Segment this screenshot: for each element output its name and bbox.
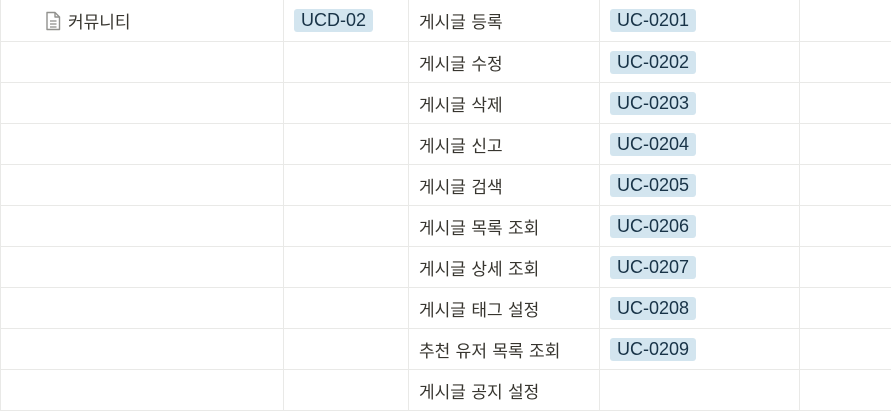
- row-left-border: [0, 165, 3, 205]
- function-cell[interactable]: 게시글 공지 설정: [409, 370, 600, 410]
- function-label: 게시글 신고: [419, 136, 503, 157]
- ucd-cell[interactable]: [284, 124, 409, 164]
- uc-tag: UC-0201: [610, 9, 697, 32]
- uc-cell[interactable]: UC-0206: [600, 206, 800, 246]
- empty-cell[interactable]: [800, 165, 891, 205]
- function-label: 게시글 삭제: [419, 95, 503, 116]
- function-label: 게시글 목록 조회: [419, 218, 540, 239]
- function-label: 게시글 태그 설정: [419, 300, 540, 321]
- ucd-cell[interactable]: [284, 42, 409, 82]
- uc-tag: UC-0204: [610, 132, 697, 156]
- function-cell[interactable]: 게시글 태그 설정: [409, 288, 600, 328]
- uc-tag: UC-0207: [610, 255, 697, 279]
- document-icon: [44, 11, 62, 31]
- row-left-border: [0, 0, 3, 41]
- empty-cell[interactable]: [800, 206, 891, 246]
- name-cell[interactable]: [0, 370, 284, 410]
- function-cell[interactable]: 게시글 신고: [409, 124, 600, 164]
- name-cell[interactable]: [0, 247, 284, 287]
- function-cell[interactable]: 게시글 검색: [409, 165, 600, 205]
- empty-cell[interactable]: [800, 329, 891, 369]
- row-left-border: [0, 247, 3, 287]
- name-cell[interactable]: [0, 83, 284, 123]
- uc-tag: UC-0208: [610, 296, 697, 320]
- ucd-tag: UCD-02: [294, 9, 374, 32]
- name-cell[interactable]: [0, 124, 284, 164]
- function-label: 게시글 공지 설정: [419, 382, 540, 403]
- function-cell[interactable]: 게시글 삭제: [409, 83, 600, 123]
- row-left-border: [0, 83, 3, 123]
- name-cell[interactable]: [0, 42, 284, 82]
- function-cell[interactable]: 추천 유저 목록 조회: [409, 329, 600, 369]
- name-cell[interactable]: [0, 165, 284, 205]
- name-cell[interactable]: 커뮤니티: [0, 0, 284, 41]
- function-cell[interactable]: 게시글 목록 조회: [409, 206, 600, 246]
- uc-tag: UC-0209: [610, 337, 697, 361]
- name-cell[interactable]: [0, 206, 284, 246]
- function-label: 게시글 검색: [419, 177, 503, 198]
- uc-cell[interactable]: [600, 370, 800, 410]
- uc-cell[interactable]: UC-0207: [600, 247, 800, 287]
- row-left-border: [0, 206, 3, 246]
- page-name[interactable]: 커뮤니티: [68, 13, 131, 33]
- row-left-border: [0, 42, 3, 82]
- ucd-cell[interactable]: UCD-02: [284, 0, 409, 41]
- table-row[interactable]: 게시글 검색 UC-0205: [0, 165, 891, 206]
- table-row[interactable]: 게시글 신고 UC-0204: [0, 124, 891, 165]
- empty-cell[interactable]: [800, 124, 891, 164]
- ucd-cell[interactable]: [284, 370, 409, 410]
- uc-cell[interactable]: UC-0208: [600, 288, 800, 328]
- uc-tag: UC-0206: [610, 214, 697, 238]
- uc-tag: UC-0203: [610, 91, 697, 115]
- row-left-border: [0, 288, 3, 328]
- row-left-border: [0, 329, 3, 369]
- name-cell[interactable]: [0, 329, 284, 369]
- table-row[interactable]: 게시글 삭제 UC-0203: [0, 83, 891, 124]
- uc-tag: UC-0202: [610, 50, 697, 74]
- uc-cell[interactable]: UC-0203: [600, 83, 800, 123]
- ucd-cell[interactable]: [284, 247, 409, 287]
- uc-cell[interactable]: UC-0209: [600, 329, 800, 369]
- ucd-cell[interactable]: [284, 329, 409, 369]
- empty-cell[interactable]: [800, 83, 891, 123]
- function-label: 게시글 상세 조회: [419, 259, 540, 280]
- table-row[interactable]: 게시글 태그 설정 UC-0208: [0, 288, 891, 329]
- empty-cell[interactable]: [800, 370, 891, 410]
- table-row[interactable]: 게시글 공지 설정: [0, 370, 891, 411]
- empty-cell[interactable]: [800, 0, 891, 41]
- function-cell[interactable]: 게시글 상세 조회: [409, 247, 600, 287]
- function-label: 추천 유저 목록 조회: [419, 341, 561, 362]
- table-row[interactable]: 추천 유저 목록 조회 UC-0209: [0, 329, 891, 370]
- table-row[interactable]: 게시글 목록 조회 UC-0206: [0, 206, 891, 247]
- empty-cell[interactable]: [800, 247, 891, 287]
- ucd-cell[interactable]: [284, 206, 409, 246]
- uc-cell[interactable]: UC-0202: [600, 42, 800, 82]
- function-label: 게시글 등록: [419, 13, 503, 33]
- table-row[interactable]: 게시글 수정 UC-0202: [0, 42, 891, 83]
- name-cell[interactable]: [0, 288, 284, 328]
- row-left-border: [0, 124, 3, 164]
- function-cell[interactable]: 게시글 수정: [409, 42, 600, 82]
- uc-cell[interactable]: UC-0201: [600, 0, 800, 41]
- ucd-cell[interactable]: [284, 288, 409, 328]
- row-left-border: [0, 370, 3, 410]
- table-row[interactable]: 게시글 상세 조회 UC-0207: [0, 247, 891, 288]
- empty-cell[interactable]: [800, 42, 891, 82]
- empty-cell[interactable]: [800, 288, 891, 328]
- ucd-cell[interactable]: [284, 165, 409, 205]
- ucd-cell[interactable]: [284, 83, 409, 123]
- function-label: 게시글 수정: [419, 54, 503, 75]
- table-row[interactable]: 커뮤니티 UCD-02 게시글 등록 UC-0201: [0, 0, 891, 42]
- uc-cell[interactable]: UC-0205: [600, 165, 800, 205]
- function-cell[interactable]: 게시글 등록: [409, 0, 600, 41]
- uc-tag: UC-0205: [610, 173, 697, 197]
- uc-cell[interactable]: UC-0204: [600, 124, 800, 164]
